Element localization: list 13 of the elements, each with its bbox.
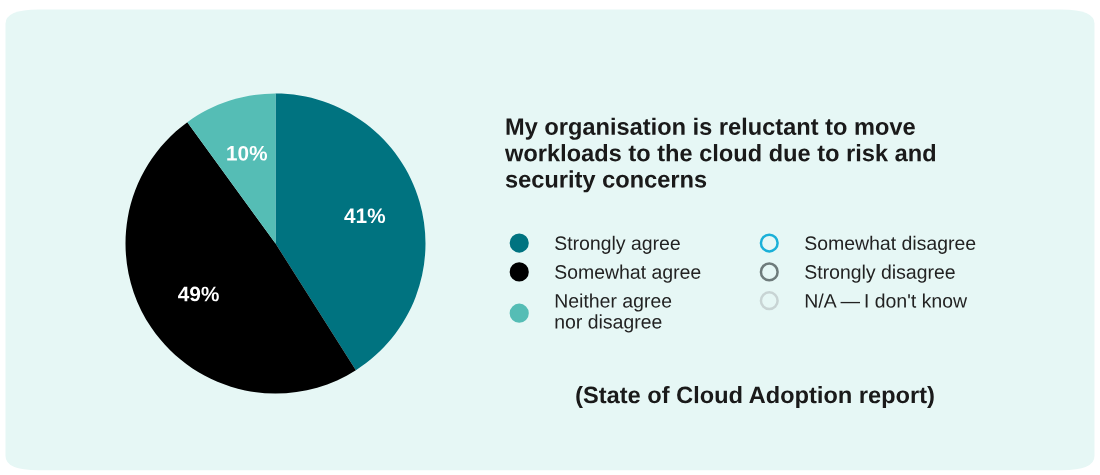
pie-slice xyxy=(187,93,276,244)
text: My organisation is reluctant to move workloads to the cloud due to risk and security concerns xyxy=(504,117,936,193)
legend-label: Somewhat agree xyxy=(555,264,701,283)
legend-label: N/A — I don't know xyxy=(805,293,968,308)
data-label: 49% xyxy=(178,286,219,302)
legend-label: Strongly disagree xyxy=(805,264,955,283)
legend-label: Somewhat disagree xyxy=(805,235,976,254)
data-label: 10% xyxy=(227,145,268,161)
legend-label: Neither agree nor disagree xyxy=(555,293,672,333)
legend-label: Strongly agree xyxy=(555,235,680,254)
data-label: 41% xyxy=(344,208,386,224)
text: (State of Cloud Adoption report) xyxy=(576,385,934,408)
pie-slice xyxy=(275,93,426,371)
